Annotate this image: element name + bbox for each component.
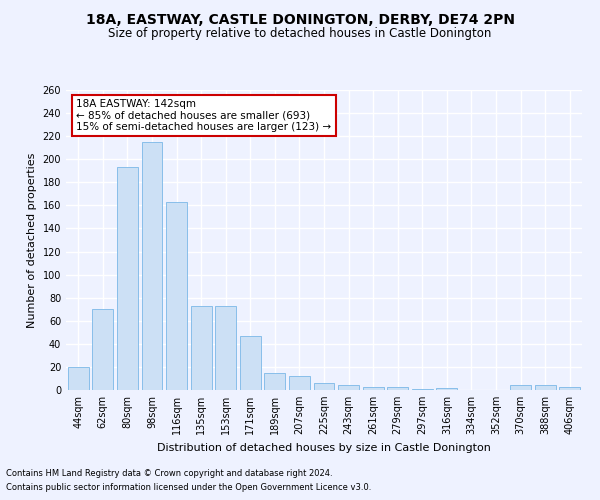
Text: Size of property relative to detached houses in Castle Donington: Size of property relative to detached ho… [109, 28, 491, 40]
Bar [362, 386, 383, 390]
Bar [92, 309, 113, 390]
Bar [436, 388, 457, 390]
Bar [289, 376, 310, 390]
Bar [68, 367, 89, 390]
Text: 18A EASTWAY: 142sqm
← 85% of detached houses are smaller (693)
15% of semi-detac: 18A EASTWAY: 142sqm ← 85% of detached ho… [76, 99, 331, 132]
Bar [387, 386, 408, 390]
Bar [559, 386, 580, 390]
Bar [191, 306, 212, 390]
X-axis label: Distribution of detached houses by size in Castle Donington: Distribution of detached houses by size … [157, 442, 491, 452]
Bar [265, 372, 286, 390]
Bar [535, 386, 556, 390]
Bar [142, 142, 163, 390]
Text: Contains HM Land Registry data © Crown copyright and database right 2024.: Contains HM Land Registry data © Crown c… [6, 468, 332, 477]
Bar [117, 168, 138, 390]
Bar [314, 383, 334, 390]
Y-axis label: Number of detached properties: Number of detached properties [27, 152, 37, 328]
Bar [510, 386, 531, 390]
Text: Contains public sector information licensed under the Open Government Licence v3: Contains public sector information licen… [6, 484, 371, 492]
Text: 18A, EASTWAY, CASTLE DONINGTON, DERBY, DE74 2PN: 18A, EASTWAY, CASTLE DONINGTON, DERBY, D… [86, 12, 515, 26]
Bar [412, 389, 433, 390]
Bar [338, 386, 359, 390]
Bar [166, 202, 187, 390]
Bar [240, 336, 261, 390]
Bar [215, 306, 236, 390]
